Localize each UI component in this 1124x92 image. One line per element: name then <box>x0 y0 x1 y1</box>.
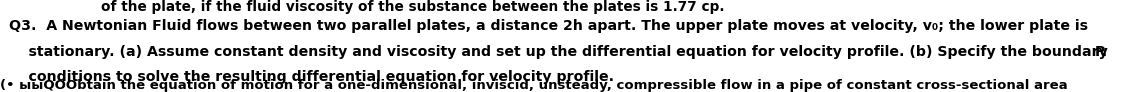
Text: Q3.  A Newtonian Fluid flows between two parallel plates, a distance 2h apart. T: Q3. A Newtonian Fluid flows between two … <box>9 19 1088 33</box>
Text: of the plate, if the fluid viscosity of the substance between the plates is 1.77: of the plate, if the fluid viscosity of … <box>101 0 725 14</box>
Text: stationary. (a) Assume constant density and viscosity and set up the differentia: stationary. (a) Assume constant density … <box>9 45 1108 59</box>
Text: P.: P. <box>1095 45 1108 59</box>
Text: conditions to solve the resulting differential equation for velocity profile.: conditions to solve the resulting differ… <box>9 70 614 84</box>
Text: (• ыыQOObtain the equation of motion for a one-dimensional, inviscid, unsteady, : (• ыыQOObtain the equation of motion for… <box>0 79 1068 92</box>
